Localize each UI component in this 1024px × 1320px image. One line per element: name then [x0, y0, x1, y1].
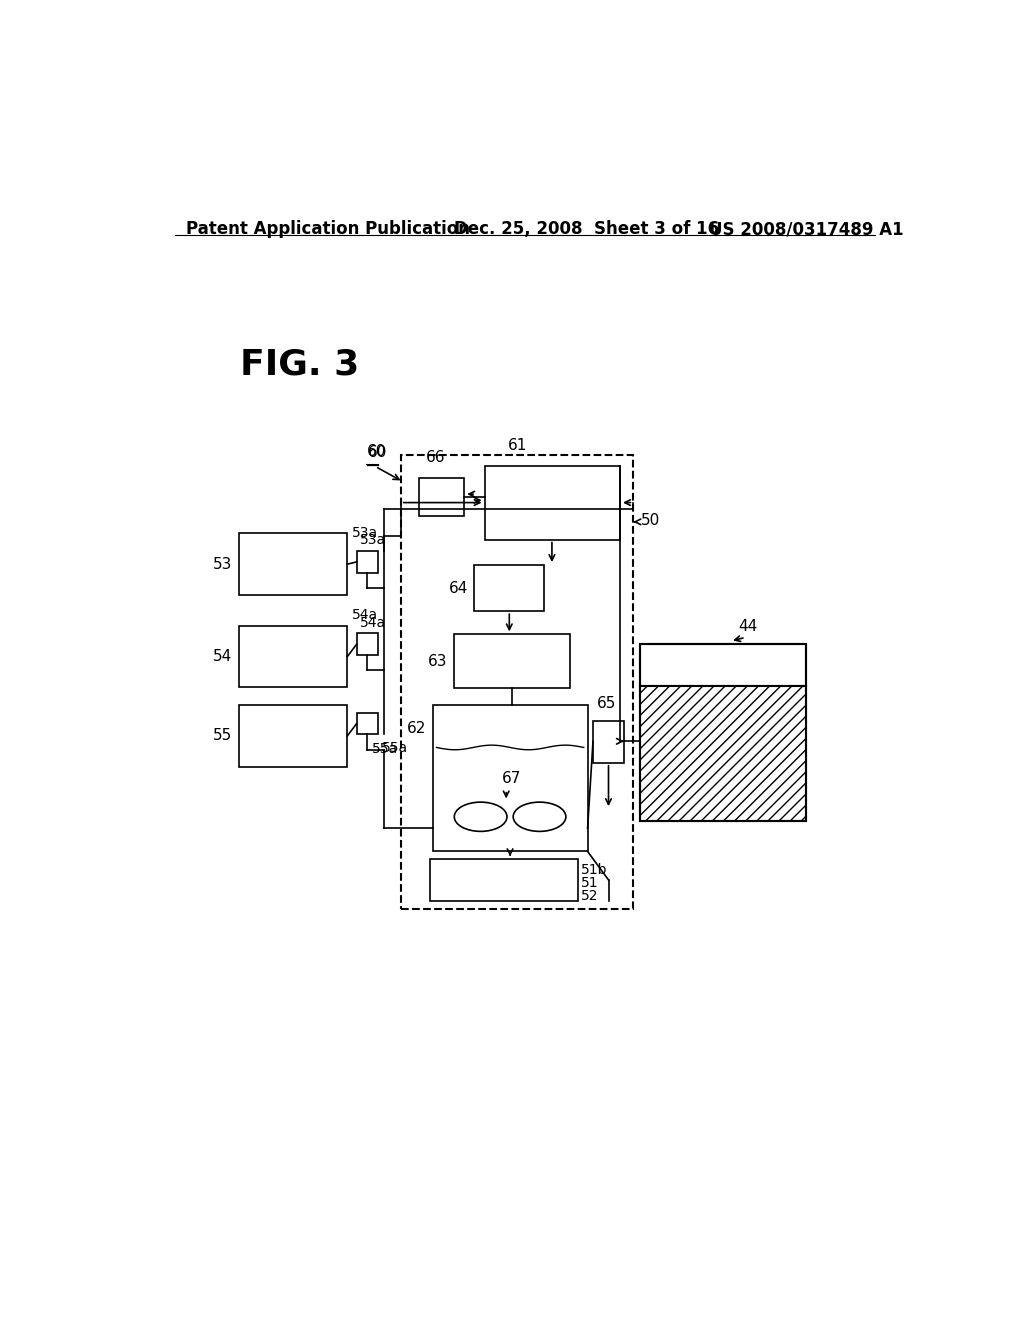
- Text: 63: 63: [428, 653, 447, 669]
- Text: Dec. 25, 2008  Sheet 3 of 16: Dec. 25, 2008 Sheet 3 of 16: [454, 220, 719, 238]
- Text: US 2008/0317489 A1: US 2008/0317489 A1: [710, 220, 904, 238]
- Text: 67: 67: [503, 771, 521, 785]
- Bar: [239, 626, 347, 688]
- Text: 50: 50: [641, 512, 660, 528]
- Ellipse shape: [455, 803, 507, 832]
- Text: 54a: 54a: [352, 609, 378, 622]
- Text: 53: 53: [213, 557, 232, 572]
- Bar: [640, 644, 806, 821]
- Text: Patent Application Publication: Patent Application Publication: [186, 220, 470, 238]
- Text: 55: 55: [213, 729, 232, 743]
- Bar: [356, 552, 378, 573]
- Text: 66: 66: [426, 450, 445, 465]
- Bar: [239, 705, 347, 767]
- Bar: [239, 533, 347, 595]
- Text: 65: 65: [597, 696, 616, 711]
- Bar: [640, 686, 806, 821]
- Text: 64: 64: [449, 581, 468, 595]
- Text: 61: 61: [508, 438, 527, 453]
- Text: 60: 60: [368, 445, 387, 461]
- Bar: [356, 713, 378, 734]
- Text: 44: 44: [738, 619, 757, 635]
- Text: 51b: 51b: [582, 863, 608, 876]
- Text: FIG. 3: FIG. 3: [241, 347, 359, 381]
- Text: 53a: 53a: [352, 525, 378, 540]
- Bar: [593, 721, 624, 763]
- Ellipse shape: [513, 803, 566, 832]
- Bar: [430, 859, 578, 902]
- Bar: [356, 634, 378, 655]
- Text: 54: 54: [213, 649, 232, 664]
- Bar: [640, 644, 806, 686]
- Text: 54a: 54a: [359, 615, 386, 630]
- Text: 55a: 55a: [382, 741, 409, 755]
- Text: 60: 60: [367, 444, 386, 459]
- Text: 55a: 55a: [372, 742, 398, 756]
- Bar: [432, 705, 588, 851]
- Text: 62: 62: [407, 721, 426, 735]
- Text: 52: 52: [582, 890, 599, 903]
- Bar: [484, 466, 621, 540]
- Bar: [474, 565, 544, 611]
- Text: 53a: 53a: [359, 533, 386, 548]
- Bar: [454, 635, 569, 688]
- Bar: [420, 478, 464, 516]
- Bar: [400, 455, 633, 909]
- Text: 51: 51: [582, 876, 599, 890]
